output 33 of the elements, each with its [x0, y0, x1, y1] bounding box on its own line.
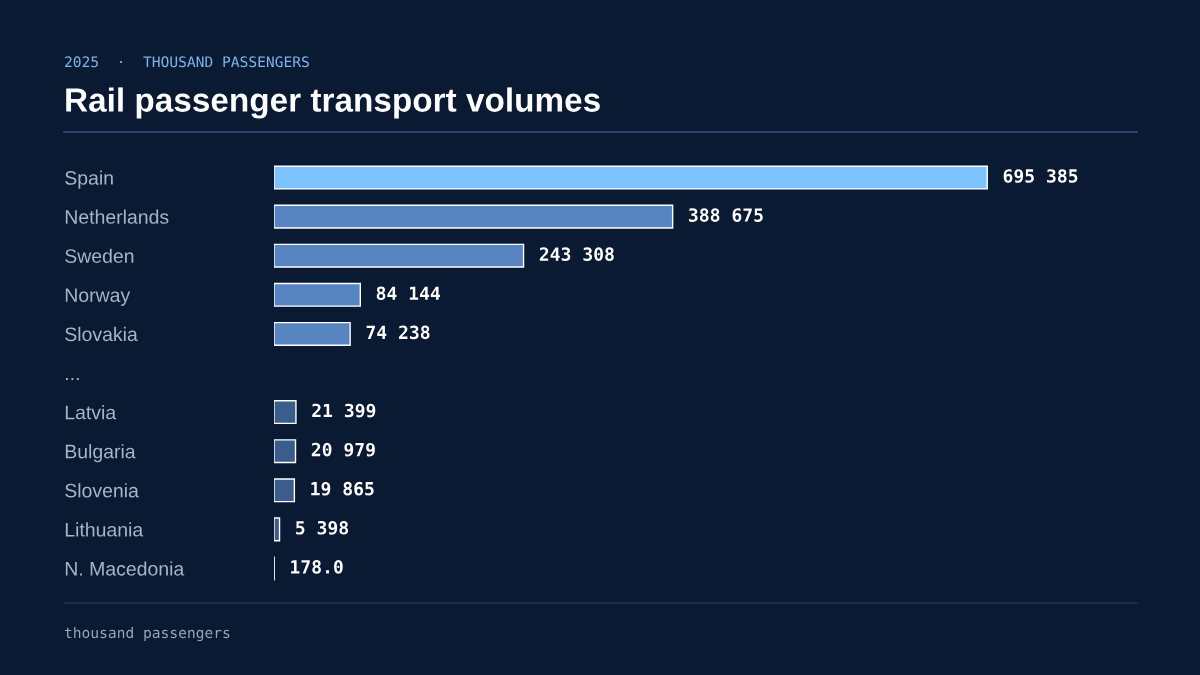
data-label: 243 308 — [539, 247, 614, 261]
y-tick-label: Norway — [65, 288, 131, 306]
y-tick-label: Netherlands — [65, 209, 169, 224]
y-tick-label: Bulgaria — [65, 444, 136, 463]
data-label: 74 238 — [366, 325, 430, 340]
data-label: 695 385 — [1003, 169, 1078, 183]
data-label: 5 398 — [296, 520, 349, 535]
text: thousand passengers — [64, 626, 230, 642]
data-label: 21 399 — [312, 403, 376, 418]
y-tick-label: Spain — [65, 170, 113, 189]
y-tick-label: Slovakia — [65, 326, 138, 342]
data-label: 178.0 — [291, 560, 343, 574]
bar — [274, 439, 297, 464]
data-label: 20 979 — [311, 442, 375, 457]
bar — [274, 165, 988, 190]
data-label: 19 865 — [311, 481, 374, 496]
data-label: 388 675 — [689, 208, 763, 222]
y-tick-label: ... — [66, 377, 79, 381]
bar — [274, 400, 297, 425]
bar — [274, 517, 281, 542]
y-tick-label: Slovenia — [65, 483, 139, 498]
bar — [274, 321, 351, 346]
chart-subtitle: 2025 · THOUSAND PASSENGERS — [65, 56, 309, 68]
bar — [274, 478, 296, 503]
y-tick-label: Latvia — [65, 405, 117, 420]
bar — [274, 243, 525, 268]
y-tick-label: N. Macedonia — [65, 561, 185, 576]
y-tick-label: Sweden — [65, 248, 134, 263]
chart-title: Rail passenger transport volumes — [66, 87, 600, 119]
bar — [274, 204, 674, 229]
bar — [274, 282, 361, 307]
y-tick-label: Lithuania — [65, 522, 144, 537]
data-label: 84 144 — [376, 286, 440, 301]
